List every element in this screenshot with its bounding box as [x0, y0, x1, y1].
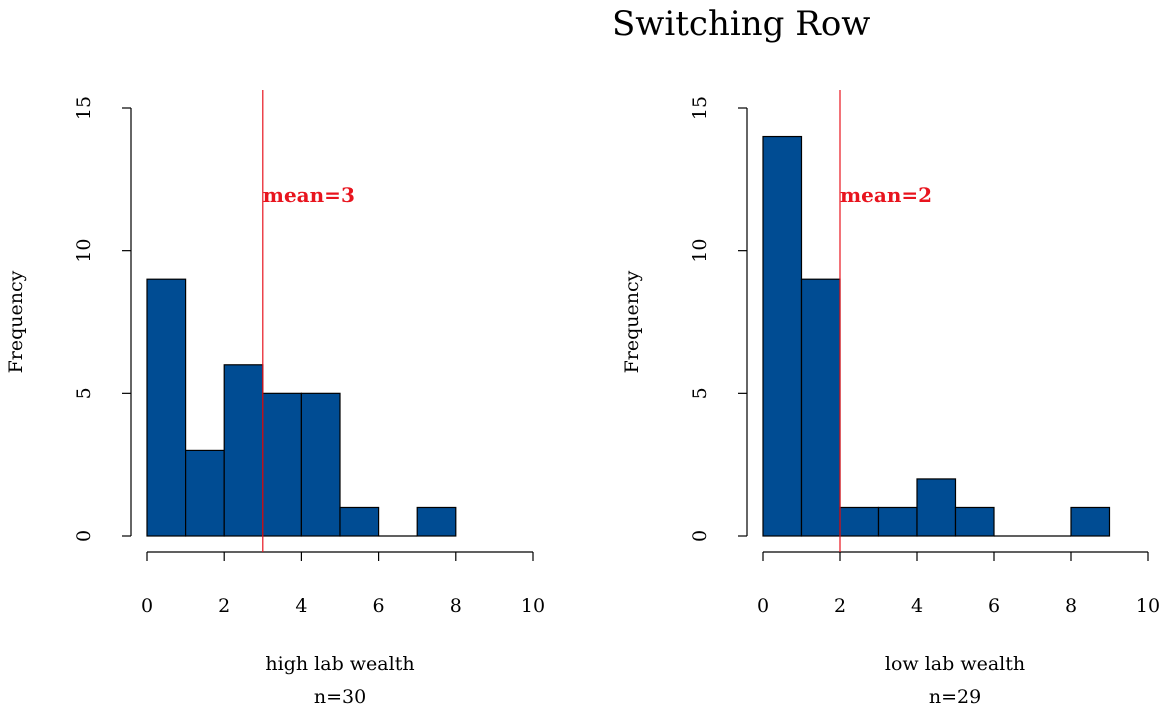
- low-y-tick-label-15: 15: [689, 96, 711, 120]
- high-bar-2: [223, 364, 264, 537]
- high-y-tick-label-5: 5: [73, 387, 95, 399]
- high-y-tick-label-15: 15: [73, 96, 95, 120]
- low-bar-3: [877, 506, 918, 537]
- low-y-tick-label-10: 10: [689, 239, 711, 263]
- high-bar-1: [185, 449, 225, 537]
- low-x-tick-label-2: 2: [834, 595, 846, 617]
- low-x-tick-label-6: 6: [988, 595, 1000, 617]
- high-x-axis-label: high lab wealth: [265, 653, 414, 675]
- high-bar-4: [300, 392, 341, 537]
- low-bar-0: [762, 135, 803, 537]
- low-sample-size: n=29: [929, 686, 981, 708]
- high-bar-7: [416, 506, 457, 537]
- high-x-tick-label-4: 4: [295, 595, 307, 617]
- low-x-axis-label: low lab wealth: [885, 653, 1025, 675]
- low-x-tick-label-8: 8: [1065, 595, 1077, 617]
- low-bar-1: [800, 278, 841, 537]
- low-bar-5: [954, 506, 995, 537]
- low-x-tick-label-0: 0: [757, 595, 769, 617]
- high-mean-label: mean=3: [263, 183, 355, 207]
- high-bar-0: [146, 278, 187, 537]
- low-bar-2: [839, 506, 880, 537]
- high-y-tick-label-10: 10: [73, 239, 95, 263]
- high-x-tick-label-2: 2: [218, 595, 230, 617]
- low-y-axis-label: Frequency: [621, 270, 643, 373]
- high-y-axis-label: Frequency: [5, 270, 27, 373]
- high-x-tick-label-0: 0: [141, 595, 153, 617]
- high-x-tick-label-10: 10: [521, 595, 545, 617]
- high-bar-3: [262, 392, 302, 537]
- high-y-tick-label-0: 0: [73, 530, 95, 542]
- chart-title-text: Switching Row: [612, 4, 871, 44]
- low-x-tick-label-10: 10: [1136, 595, 1160, 617]
- high-x-tick-label-8: 8: [450, 595, 462, 617]
- high-x-tick-label-6: 6: [373, 595, 385, 617]
- low-bar-8: [1070, 506, 1111, 537]
- low-mean-label: mean=2: [840, 183, 932, 207]
- low-bar-4: [916, 478, 957, 537]
- high-bar-5: [339, 506, 380, 537]
- high-sample-size: n=30: [314, 686, 366, 708]
- low-x-tick-label-4: 4: [911, 595, 923, 617]
- low-y-tick-label-5: 5: [689, 387, 711, 399]
- low-y-tick-label-0: 0: [689, 530, 711, 542]
- chart-title: Switching Row: [612, 4, 870, 44]
